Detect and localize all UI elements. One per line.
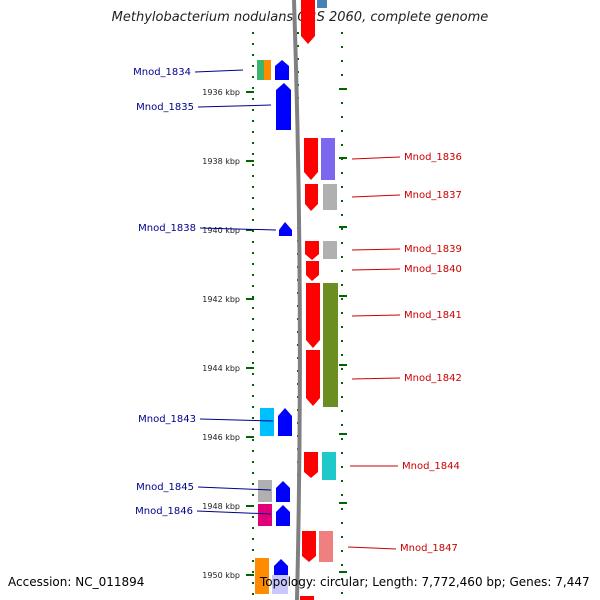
gene-label-right: Mnod_1841	[404, 310, 462, 321]
gene-arrow-1840	[306, 261, 319, 281]
genome-summary-text: Topology: circular; Length: 7,772,460 bp…	[260, 575, 590, 589]
leader-line	[351, 314, 401, 317]
gene-block-1839	[323, 241, 337, 259]
gene-arrow-1837	[305, 184, 318, 211]
gene-arrow-1844	[304, 452, 318, 478]
gene-label-left: Mnod_1835	[136, 102, 194, 113]
gene-arrow-1845	[276, 481, 290, 502]
leader-line	[199, 227, 277, 231]
tick-label: 1948 kbp	[202, 502, 240, 511]
gene-arrow-1841	[306, 283, 320, 348]
tick-label: 1950 kbp	[202, 571, 240, 580]
leader-line	[351, 377, 401, 380]
accession-text: Accession: NC_011894	[8, 575, 145, 589]
leader-line	[197, 104, 272, 108]
tick-label: 1938 kbp	[202, 157, 240, 166]
gene-label-left: Mnod_1834	[133, 67, 191, 78]
gene-block-1847	[319, 531, 333, 562]
left-gene-labels: Mnod_1834 Mnod_1835 Mnod_1838 Mnod_1843 …	[133, 67, 277, 517]
gene-block-1841-1842	[323, 283, 338, 407]
gene-arrow-bottom-right	[300, 596, 314, 600]
leader-line	[351, 194, 401, 198]
gene-label-left: Mnod_1846	[135, 506, 193, 517]
tick-label: 1936 kbp	[202, 88, 240, 97]
right-features	[300, 0, 338, 600]
tick-label: 1944 kbp	[202, 364, 240, 373]
genome-backbone	[292, 0, 302, 600]
gene-block-1836	[321, 138, 335, 180]
gene-label-left: Mnod_1843	[138, 414, 196, 425]
leader-line	[194, 69, 244, 73]
tick-label: 1942 kbp	[202, 295, 240, 304]
leader-line	[199, 418, 274, 422]
gene-label-right: Mnod_1840	[404, 264, 462, 275]
leader-line	[351, 268, 401, 271]
leader-line	[197, 486, 272, 491]
left-features	[255, 60, 292, 594]
gene-block-1844	[322, 452, 336, 480]
gene-arrow-1842	[306, 350, 320, 406]
gene-arrow-1847	[302, 531, 316, 562]
right-gene-labels: Mnod_1836 Mnod_1837 Mnod_1839 Mnod_1840 …	[347, 152, 462, 554]
gene-block-green	[257, 60, 264, 80]
gene-arrow-1843	[278, 408, 292, 436]
gene-label-right: Mnod_1839	[404, 244, 462, 255]
gene-arrow-top	[301, 0, 315, 44]
leader-line	[351, 156, 401, 160]
gene-block-orange-bottom	[255, 558, 269, 594]
gene-arrow-1839	[305, 241, 319, 260]
gene-block-top-blue	[317, 0, 327, 8]
gene-arrow-1835	[276, 83, 291, 130]
gene-block-grey	[258, 480, 272, 502]
gene-arrow-1836	[304, 138, 318, 180]
gene-label-right: Mnod_1837	[404, 190, 462, 201]
gene-label-right: Mnod_1844	[402, 461, 460, 472]
leader-line	[196, 510, 272, 515]
tick-label: 1940 kbp	[202, 226, 240, 235]
leader-line	[347, 546, 397, 550]
gene-arrow-1838	[279, 222, 292, 236]
gene-block-lavender	[272, 575, 288, 594]
gene-block-magenta	[258, 504, 272, 526]
gene-block-cyan	[260, 408, 274, 436]
gene-label-right: Mnod_1842	[404, 373, 462, 384]
tick-label: 1946 kbp	[202, 433, 240, 442]
gene-label-left: Mnod_1838	[138, 223, 196, 234]
axis-ticks: 1936 kbp 1938 kbp 1940 kbp 1942 kbp 1944…	[202, 88, 347, 580]
gene-block-orange	[264, 60, 271, 80]
gene-label-left: Mnod_1845	[136, 482, 194, 493]
gene-label-right: Mnod_1836	[404, 152, 462, 163]
leader-line	[351, 248, 401, 251]
gene-arrow-1846	[276, 505, 290, 526]
gene-arrow-1834	[275, 60, 289, 80]
map-title: Methylobacterium nodulans ORS 2060, comp…	[111, 10, 489, 25]
gene-block-1837	[323, 184, 337, 210]
gene-label-right: Mnod_1847	[400, 543, 458, 554]
